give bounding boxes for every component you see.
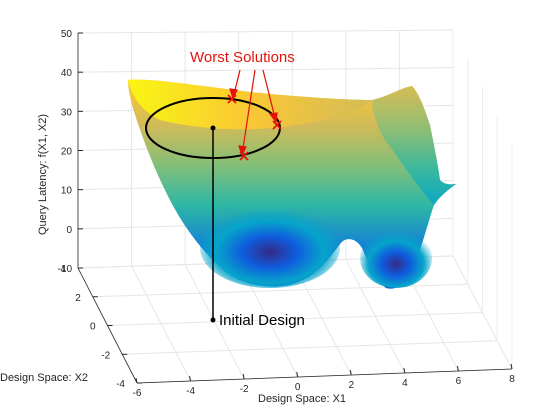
grid-line: [78, 68, 453, 73]
surface-plot: [128, 80, 456, 289]
z-axis-label: Query Latency: f(X1, X2): [37, 114, 49, 235]
y-tick-label: 2: [75, 293, 81, 304]
x-tick-label: -4: [186, 386, 195, 397]
z-tick-label: -10: [58, 264, 73, 275]
worst-solutions-label: Worst Solutions: [190, 49, 295, 66]
x-tick-label: 0: [295, 382, 301, 393]
grid-line: [78, 30, 453, 33]
y-tick-label: 0: [90, 322, 96, 333]
x-axis-label: Design Space: X1: [258, 393, 346, 405]
z-tick-label: 10: [61, 186, 73, 197]
x-tick-label: 8: [509, 374, 515, 385]
y-axis-label: Design Space: X2: [0, 372, 88, 384]
z-tick-label: 0: [66, 225, 72, 236]
x-tick-label: 4: [402, 378, 408, 389]
y-tick-label: -2: [101, 350, 110, 361]
right-well: [360, 228, 432, 288]
z-tick-label: 40: [61, 68, 73, 79]
z-tick-label: 50: [61, 29, 73, 40]
initial-design-label: Initial Design: [219, 312, 305, 329]
x-tick-label: -2: [240, 384, 249, 395]
grid-line: [122, 341, 497, 355]
x-tick-label: 2: [349, 380, 355, 391]
y-tick-label: -4: [116, 379, 125, 390]
x-tick-label: -6: [133, 388, 142, 399]
initial-design-marker: [211, 318, 216, 323]
x-tick-label: 6: [456, 376, 462, 387]
initial-design-top-marker: [211, 126, 216, 131]
z-tick-label: 30: [61, 107, 73, 118]
left-well: [200, 208, 340, 288]
z-tick-label: 20: [61, 147, 73, 158]
